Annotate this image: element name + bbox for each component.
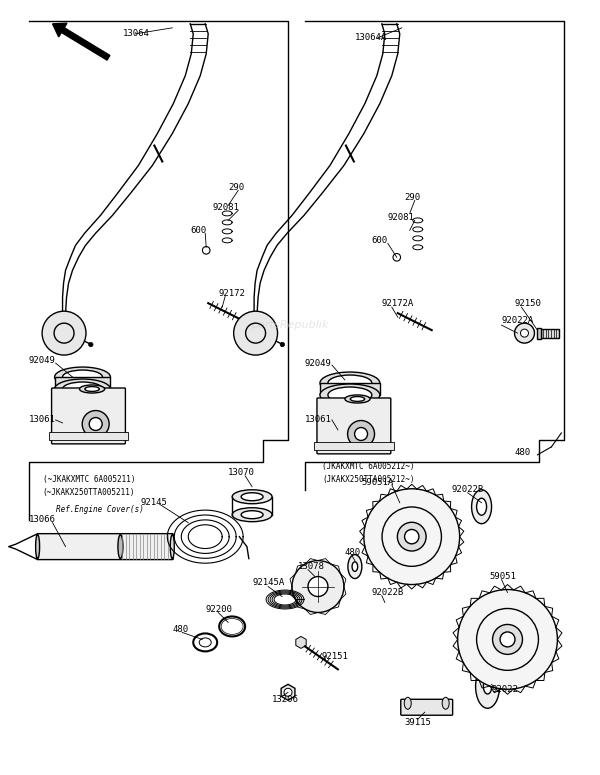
Ellipse shape bbox=[320, 384, 380, 406]
Circle shape bbox=[89, 418, 102, 430]
Text: 92022B: 92022B bbox=[452, 485, 484, 494]
Bar bbox=[541, 329, 559, 338]
Text: 92022A: 92022A bbox=[502, 315, 534, 325]
Ellipse shape bbox=[352, 562, 358, 571]
Text: 92049: 92049 bbox=[305, 359, 332, 367]
Text: 290: 290 bbox=[228, 183, 244, 192]
Ellipse shape bbox=[232, 490, 272, 504]
Text: 13206: 13206 bbox=[272, 694, 299, 704]
Text: 92145A: 92145A bbox=[252, 578, 284, 587]
Circle shape bbox=[292, 560, 344, 612]
Circle shape bbox=[280, 343, 284, 346]
Circle shape bbox=[202, 246, 210, 254]
Text: 92200: 92200 bbox=[205, 605, 232, 614]
Ellipse shape bbox=[62, 382, 103, 396]
Ellipse shape bbox=[442, 698, 449, 709]
Circle shape bbox=[233, 312, 278, 355]
Circle shape bbox=[458, 590, 557, 689]
Text: Ref.Engine Cover(s): Ref.Engine Cover(s) bbox=[56, 505, 143, 515]
Ellipse shape bbox=[55, 379, 110, 399]
Text: (~JKAKX250TTA005211): (~JKAKX250TTA005211) bbox=[43, 488, 135, 498]
Ellipse shape bbox=[55, 367, 110, 387]
Circle shape bbox=[520, 329, 529, 337]
Ellipse shape bbox=[62, 370, 103, 384]
Text: 13070: 13070 bbox=[228, 468, 255, 477]
Ellipse shape bbox=[328, 375, 372, 391]
Text: 480: 480 bbox=[515, 449, 530, 457]
Ellipse shape bbox=[350, 397, 365, 401]
FancyArrow shape bbox=[53, 23, 110, 60]
Bar bbox=[314, 442, 394, 450]
Circle shape bbox=[347, 421, 374, 447]
Ellipse shape bbox=[85, 387, 99, 391]
Text: 13064: 13064 bbox=[122, 29, 149, 38]
Bar bbox=[320, 383, 380, 395]
Ellipse shape bbox=[484, 679, 492, 694]
FancyBboxPatch shape bbox=[401, 699, 452, 715]
Bar bbox=[49, 432, 128, 440]
FancyBboxPatch shape bbox=[37, 534, 173, 560]
Ellipse shape bbox=[232, 508, 272, 522]
Ellipse shape bbox=[404, 698, 411, 709]
Circle shape bbox=[493, 625, 523, 654]
Circle shape bbox=[82, 411, 109, 437]
Ellipse shape bbox=[348, 555, 362, 579]
Circle shape bbox=[355, 428, 368, 440]
Ellipse shape bbox=[476, 498, 487, 515]
Circle shape bbox=[404, 529, 419, 544]
Text: 290: 290 bbox=[405, 193, 421, 202]
Circle shape bbox=[284, 688, 292, 696]
Text: 480: 480 bbox=[172, 625, 188, 634]
Text: 92151: 92151 bbox=[322, 652, 349, 661]
Ellipse shape bbox=[476, 664, 500, 708]
Ellipse shape bbox=[35, 535, 40, 559]
Circle shape bbox=[500, 632, 515, 647]
Text: 13061: 13061 bbox=[29, 415, 56, 425]
FancyBboxPatch shape bbox=[52, 388, 125, 444]
Ellipse shape bbox=[170, 535, 174, 559]
Text: 92022: 92022 bbox=[491, 685, 518, 694]
Circle shape bbox=[397, 522, 426, 551]
Text: 92172: 92172 bbox=[218, 289, 245, 298]
Ellipse shape bbox=[328, 387, 372, 403]
Text: 600: 600 bbox=[190, 226, 206, 235]
Circle shape bbox=[308, 577, 328, 597]
Ellipse shape bbox=[472, 490, 491, 524]
Text: 480: 480 bbox=[345, 548, 361, 557]
Text: 92081: 92081 bbox=[388, 213, 415, 222]
Ellipse shape bbox=[118, 535, 123, 559]
Text: partsRepublik: partsRepublik bbox=[251, 320, 329, 330]
Bar bbox=[55, 377, 110, 389]
Text: 13061: 13061 bbox=[305, 415, 332, 425]
Circle shape bbox=[393, 253, 401, 261]
Text: 92081: 92081 bbox=[212, 203, 239, 212]
Ellipse shape bbox=[241, 511, 263, 518]
Text: 59051A: 59051A bbox=[362, 478, 394, 487]
Circle shape bbox=[515, 323, 535, 343]
Ellipse shape bbox=[345, 395, 370, 403]
Ellipse shape bbox=[80, 385, 104, 393]
Text: 13064A: 13064A bbox=[355, 33, 387, 43]
Text: 92172A: 92172A bbox=[382, 298, 414, 308]
Text: 39115: 39115 bbox=[405, 718, 431, 727]
Text: (JKAKX250TTA005212~): (JKAKX250TTA005212~) bbox=[322, 475, 415, 484]
Text: (JKAKXMTC 6A005212~): (JKAKXMTC 6A005212~) bbox=[322, 463, 415, 471]
Text: 59051: 59051 bbox=[490, 572, 517, 581]
Text: (~JKAKXMTC 6A005211): (~JKAKXMTC 6A005211) bbox=[43, 475, 135, 484]
Ellipse shape bbox=[241, 493, 263, 501]
Text: 92022B: 92022B bbox=[372, 588, 404, 597]
Text: 92049: 92049 bbox=[29, 356, 56, 364]
FancyBboxPatch shape bbox=[317, 398, 391, 454]
Text: 92150: 92150 bbox=[515, 298, 541, 308]
Text: 92145: 92145 bbox=[140, 498, 167, 507]
Text: 600: 600 bbox=[372, 236, 388, 245]
Circle shape bbox=[364, 489, 460, 584]
Text: 13078: 13078 bbox=[298, 562, 325, 571]
Circle shape bbox=[89, 343, 93, 346]
Bar bbox=[538, 328, 541, 339]
Ellipse shape bbox=[320, 372, 380, 394]
Circle shape bbox=[42, 312, 86, 355]
Text: 13066: 13066 bbox=[29, 515, 56, 524]
